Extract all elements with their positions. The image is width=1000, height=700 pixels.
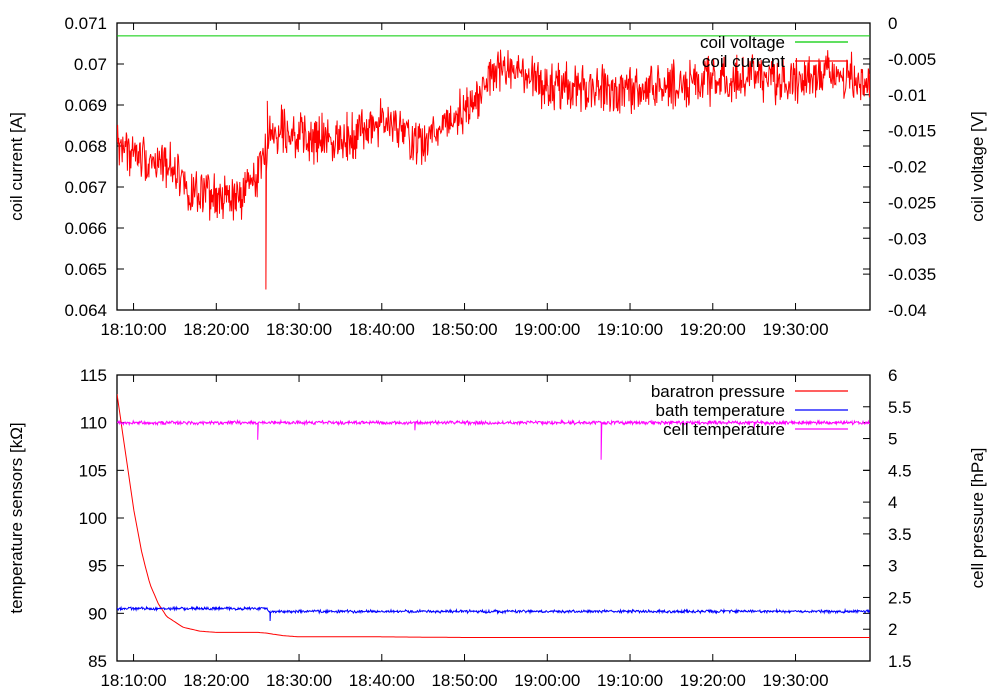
x-tick-label: 18:20:00 (183, 671, 249, 690)
y-tick-label: 0.065 (64, 260, 107, 279)
y2-tick-label: 5.5 (888, 398, 912, 417)
y2-tick-label: 4.5 (888, 461, 912, 480)
y-tick-label: 0.068 (64, 137, 107, 156)
y-tick-label: 0.067 (64, 178, 107, 197)
series-line-bath-temperature (117, 605, 870, 622)
y-tick-label: 0.071 (64, 14, 107, 33)
y-tick-label: 110 (80, 414, 107, 433)
y-tick-label: 95 (88, 557, 107, 576)
y2-tick-label: -0.02 (888, 158, 927, 177)
x-tick-label: 18:10:00 (100, 671, 166, 690)
x-tick-label: 19:10:00 (597, 320, 663, 339)
top-chart-panel: 0.064 0.065 0.066 0.067 0.068 0.069 0.07 0.071 -… (7, 14, 987, 339)
y2-tick-label: 2.5 (888, 588, 912, 607)
y2-tick-label: -0.04 (888, 301, 927, 320)
x-tick-label: 19:00:00 (514, 671, 580, 690)
y2-tick-label: -0.035 (888, 265, 936, 284)
legend-label: baratron pressure (651, 382, 785, 401)
series-line-coil-current (117, 49, 870, 290)
y2-tick-label: 1.5 (888, 652, 912, 671)
y-axis-label: coil current [A] (7, 112, 26, 221)
x-tick-label: 18:30:00 (266, 671, 332, 690)
x-tick-label: 18:50:00 (431, 671, 497, 690)
x-tick-label: 18:40:00 (349, 671, 415, 690)
y-tick-label: 105 (79, 461, 107, 480)
legend-label: coil voltage (700, 33, 785, 52)
y2-tick-label: 2 (888, 620, 897, 639)
y-tick-label: 85 (88, 652, 107, 671)
y2-axis-label: cell pressure [hPa] (968, 448, 987, 589)
y2-tick-label: 3 (888, 557, 897, 576)
y-tick-label: 100 (79, 509, 107, 528)
y2-tick-label: -0.015 (888, 122, 936, 141)
y-tick-label: 0.069 (64, 96, 107, 115)
y2-tick-label: 0 (888, 14, 897, 33)
y-tick-label: 115 (80, 366, 107, 385)
x-tick-label: 19:20:00 (680, 320, 746, 339)
legend-label: cell temperature (663, 420, 785, 439)
y-tick-label: 0.07 (74, 55, 107, 74)
x-tick-label: 19:20:00 (680, 671, 746, 690)
x-tick-label: 18:50:00 (431, 320, 497, 339)
x-tick-label: 19:30:00 (762, 671, 828, 690)
legend-label: coil current (702, 52, 785, 71)
y2-tick-label: 3.5 (888, 525, 912, 544)
y-axis-label: temperature sensors [kΩ] (7, 422, 26, 613)
x-tick-label: 19:30:00 (762, 320, 828, 339)
x-tick-label: 18:10:00 (100, 320, 166, 339)
y2-tick-label: -0.01 (888, 86, 927, 105)
y-tick-label: 90 (88, 604, 107, 623)
y2-tick-label: 4 (888, 493, 897, 512)
y2-axis-label: coil voltage [V] (968, 111, 987, 222)
y2-tick-label: -0.025 (888, 193, 936, 212)
y2-tick-label: 5 (888, 430, 897, 449)
x-tick-label: 18:30:00 (266, 320, 332, 339)
y-tick-label: 0.066 (64, 219, 107, 238)
y2-tick-label: 6 (888, 366, 897, 385)
series-line-cell-temperature (117, 418, 870, 460)
series-line-baratron-pressure (117, 394, 870, 638)
legend-label: bath temperature (656, 401, 785, 420)
x-tick-label: 19:00:00 (514, 320, 580, 339)
x-tick-label: 19:10:00 (597, 671, 663, 690)
x-tick-label: 18:20:00 (183, 320, 249, 339)
y2-tick-label: -0.03 (888, 229, 927, 248)
bottom-chart-panel: 85 90 95 100 105 110 115 1.5 2 2.5 3 3.5 4 4.5 5 5.5 6 18… (7, 366, 987, 690)
y2-tick-label: -0.005 (888, 50, 936, 69)
y-tick-label: 0.064 (64, 301, 107, 320)
x-tick-label: 18:40:00 (349, 320, 415, 339)
